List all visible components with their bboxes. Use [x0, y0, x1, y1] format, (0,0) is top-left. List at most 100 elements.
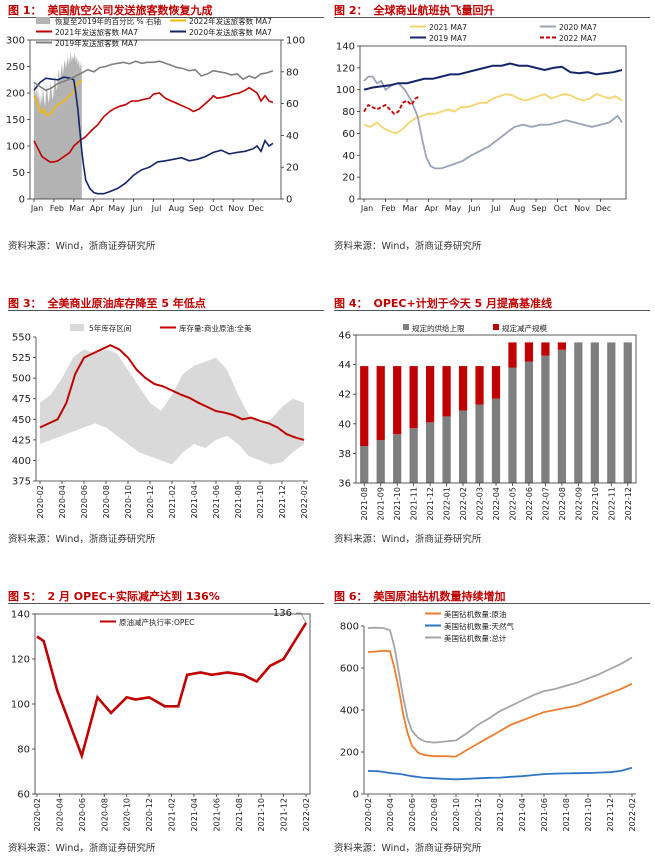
x-tick-label: 2020-12: [145, 798, 154, 831]
legend-label: 规定减产规模: [502, 323, 547, 333]
y-tick-label: 120: [336, 63, 355, 74]
x-tick-label: 2021-11: [410, 487, 419, 520]
x-tick-label: 2021-04: [518, 798, 527, 831]
y-tick-label: 140: [336, 42, 355, 53]
x-tick-label: 2022-06: [525, 487, 534, 520]
y-tick-label: 0: [349, 195, 355, 206]
x-tick-label: Mar: [69, 204, 85, 213]
x-tick-label: Nov: [228, 204, 244, 213]
caption-rule: [8, 17, 324, 18]
x-tick-label: 2020-06: [80, 485, 89, 518]
y-tick-label: 200: [6, 89, 25, 100]
y-tick-label: 475: [12, 394, 31, 405]
x-tick-label: Jun: [467, 204, 481, 213]
bar-cut-scale: [458, 366, 468, 411]
y-tick-label: 525: [12, 353, 31, 364]
bar-supply-cap: [475, 404, 484, 483]
y-tick-label: 80: [342, 107, 355, 118]
bar-supply-cap: [508, 367, 517, 483]
bar-cut-scale: [426, 366, 435, 423]
y-tick-label: 0: [286, 195, 292, 206]
x-tick-label: 2021-12: [278, 485, 287, 518]
figure-2-caption: 图 2： 全球商业航班执飞量回升: [334, 4, 495, 17]
legend-label: 美国钻机数量:原油: [444, 609, 507, 619]
y-tick-label: 500: [12, 374, 31, 385]
series-line-3: [33, 76, 274, 195]
x-tick-label: 2022-10: [591, 487, 600, 520]
x-tick-label: Apr: [90, 204, 105, 213]
series-line-4: [33, 60, 274, 92]
bar-supply-cap: [557, 349, 566, 483]
figure-4-caption: 图 4： OPEC+计划于今天 5 月提高基准线: [334, 297, 553, 310]
chart-4: 36 38 40 42 44 46 2021-08 2021-09 2021-10 2021-11…: [338, 323, 637, 520]
bar-cut-scale: [442, 366, 451, 417]
legend-label: 原油减产执行率:OPEC: [119, 617, 194, 627]
x-tick-label: 2022-02: [628, 798, 637, 831]
x-tick-label: 2021-04: [190, 485, 199, 518]
x-tick-label: 2022-05: [508, 487, 517, 520]
y-tick-label: 40: [342, 151, 355, 162]
y-tick-label: 60: [17, 790, 30, 801]
x-tick-label: May: [108, 204, 125, 213]
bar-cut-scale: [475, 366, 484, 405]
y-tick-label: 600: [340, 664, 359, 675]
bar-cut-scale: [491, 366, 501, 399]
x-tick-label: 2022-02: [459, 487, 468, 520]
x-tick-label: 2022-02: [302, 798, 311, 831]
x-tick-label: 2020-10: [124, 485, 133, 518]
x-tick-label: 2020-10: [123, 798, 132, 831]
y-tick-label: 400: [340, 706, 359, 717]
bar-supply-cap: [409, 428, 418, 483]
y-tick-label: 0: [353, 790, 359, 801]
legend-label: 规定的供给上限: [412, 323, 465, 333]
x-tick-label: 2022-03: [476, 487, 485, 520]
y-tick-label: 200: [340, 748, 359, 759]
x-tick-label: 2022-12: [624, 487, 633, 520]
x-tick-label: 2021-06: [212, 798, 221, 831]
bar-cut-scale: [557, 342, 566, 350]
bar-supply-cap: [442, 416, 451, 483]
bar-supply-cap: [623, 342, 632, 483]
y-tick-label: 300: [6, 36, 25, 47]
bar-cut-scale: [541, 342, 550, 356]
x-tick-label: Apr: [425, 204, 440, 213]
bar-supply-cap: [574, 342, 583, 483]
y-tick-label: 50: [12, 168, 25, 179]
legend-label: 2019年发送旅客数 MA7: [55, 38, 138, 48]
x-tick-label: 2021-10: [393, 487, 402, 520]
y-tick-label: 80: [17, 745, 30, 756]
y-tick-label: 20: [286, 163, 299, 174]
legend-label: 库存量:商业原油:全美: [179, 323, 252, 333]
figure-5-caption: 图 5： 2 月 OPEC+实际减产达到 136%: [8, 590, 220, 603]
legend-label: 美国钻机数量:总计: [444, 633, 507, 643]
chart-3: 375 400 425 450 475 500 525 550 2020-02 2020-04 20…: [12, 323, 309, 518]
x-tick-label: 2020-12: [146, 485, 155, 518]
legend-label: 2020 MA7: [559, 23, 597, 32]
recovery-pct-area: [34, 52, 82, 200]
legend-swatch: [70, 324, 84, 331]
chart-2: 0 20 40 60 80 100 120 140 Jan Feb Mar Apr May Jun Jul A…: [336, 23, 627, 213]
y-tick-label: 140: [11, 610, 30, 621]
y-tick-label: 450: [12, 415, 31, 426]
x-tick-label: Mar: [402, 204, 418, 213]
legend-label: 5年库存区间: [89, 323, 131, 333]
chart-1: 0 50 100 150 200 250 300 0 20 40 60 80 100 Jan Feb Mar A…: [6, 16, 305, 213]
x-tick-label: Jan: [30, 204, 43, 213]
x-tick-label: 2021-06: [540, 798, 549, 831]
x-tick-label: 2021-02: [168, 485, 177, 518]
x-tick-label: 2020-12: [474, 798, 483, 831]
bar-cut-scale: [409, 366, 418, 429]
legend-label: 美国钻机数量:天然气: [444, 621, 515, 631]
x-tick-label: 2020-02: [33, 798, 42, 831]
x-tick-label: 2022-09: [574, 487, 583, 520]
caption-rule: [334, 603, 650, 604]
y-tick-label: 250: [6, 62, 25, 73]
x-tick-label: 2020-02: [364, 798, 373, 831]
series-line-1: [363, 75, 623, 170]
five-year-range-band: [40, 349, 304, 465]
x-tick-label: 2021-08: [360, 487, 369, 520]
y-tick-label: 80: [286, 67, 299, 78]
x-tick-label: May: [445, 204, 462, 213]
x-tick-label: 2020-08: [100, 798, 109, 831]
bar-supply-cap: [590, 342, 599, 483]
